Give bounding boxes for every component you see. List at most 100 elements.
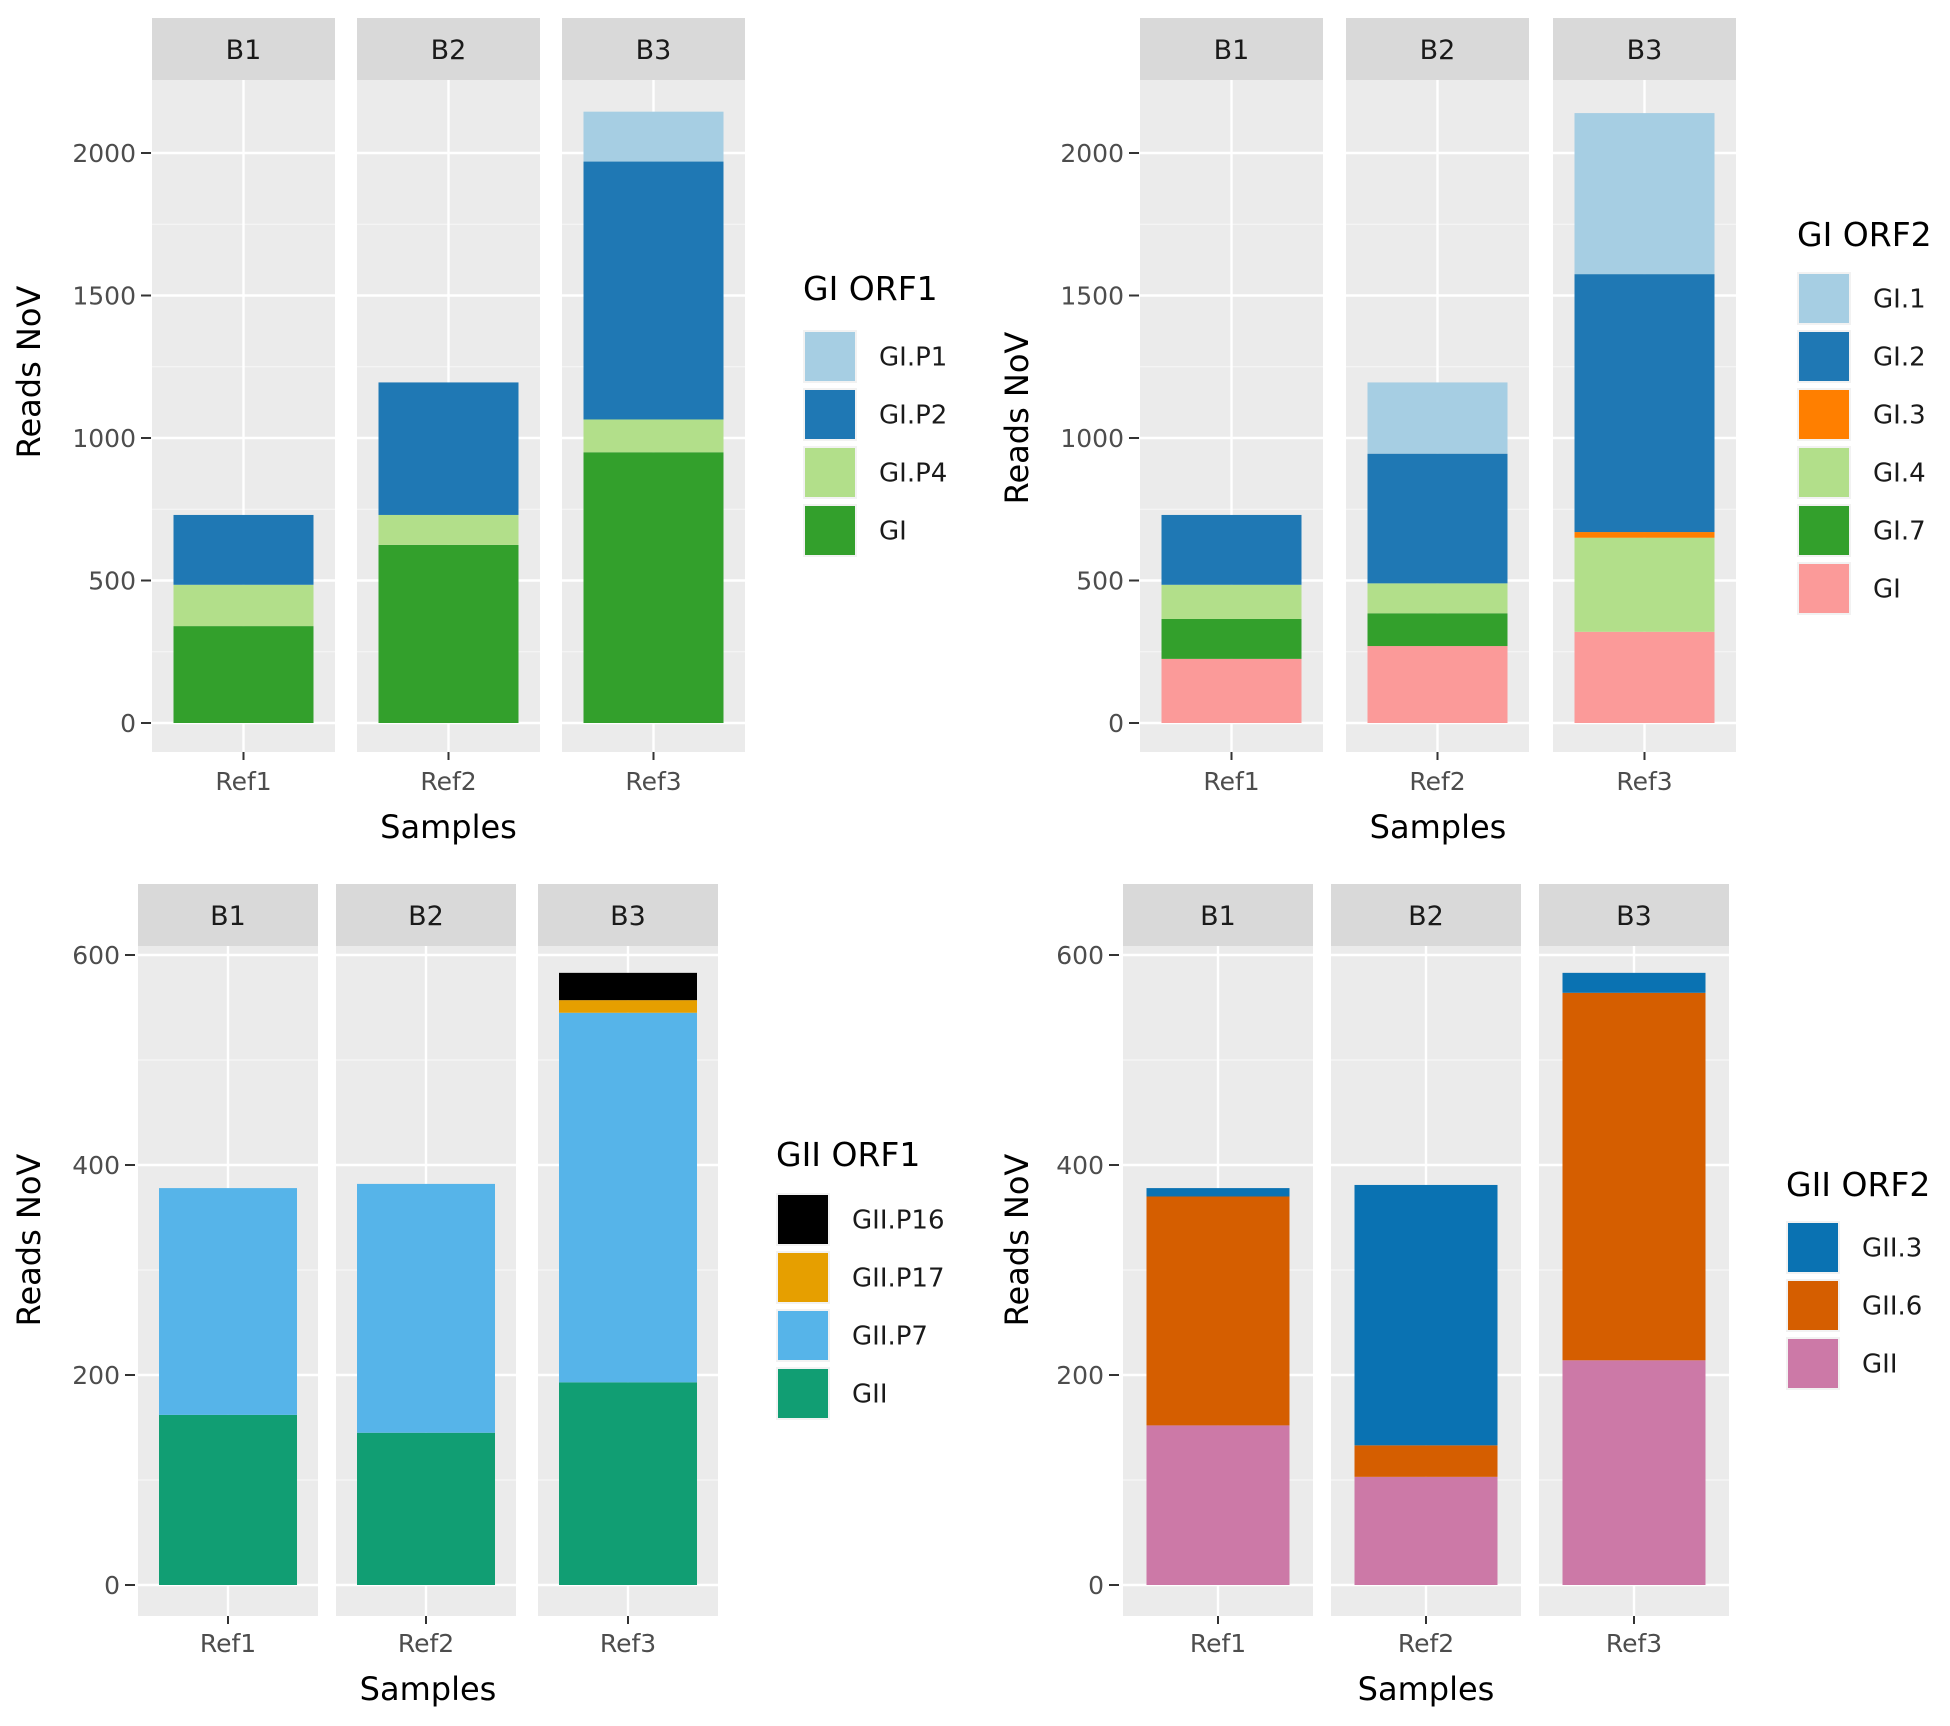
legend-label: GII.P16 bbox=[852, 1206, 945, 1236]
bar-segment-gii-p17-ref3 bbox=[559, 1000, 697, 1013]
facet-strip-label: B1 bbox=[226, 35, 262, 66]
y-tick-label: 1500 bbox=[72, 282, 136, 311]
bar-segment-gii-p7-ref2 bbox=[357, 1183, 495, 1433]
legend-key-gi-4 bbox=[1799, 448, 1849, 497]
facet-strip-label: B2 bbox=[1408, 901, 1444, 932]
bar-segment-gi-2-ref3 bbox=[1574, 274, 1715, 533]
legend-label: GII.6 bbox=[1862, 1292, 1922, 1322]
legend-key-gi-3 bbox=[1799, 390, 1849, 439]
legend-key-gi-p4 bbox=[805, 448, 855, 497]
y-axis-title: Reads NoV bbox=[10, 286, 48, 459]
bar-segment-gii-6-ref2 bbox=[1354, 1445, 1498, 1477]
x-tick-label: Ref3 bbox=[600, 1629, 656, 1658]
y-tick-label: 0 bbox=[104, 1571, 120, 1600]
bar-segment-gi-ref3 bbox=[1574, 631, 1715, 723]
bar-segment-gi-ref1 bbox=[1161, 658, 1302, 723]
facet-strip-label: B1 bbox=[210, 901, 246, 932]
bar-segment-gi-ref2 bbox=[1367, 646, 1508, 723]
y-tick-label: 600 bbox=[1056, 941, 1104, 970]
facet-panel: B2 Ref2 bbox=[1346, 18, 1529, 796]
legend-key-gi bbox=[805, 506, 855, 555]
y-tick-label: 0 bbox=[1108, 709, 1124, 738]
chart-panel-1: B1 Ref1 B2 Ref2 B3 Ref3 0 500 1000 1500 2000 Sample… bbox=[10, 18, 947, 846]
bar-segment-gii-ref1 bbox=[1146, 1425, 1290, 1585]
legend: GII ORF1 GII.P16 GII.P17 GII.P7 GII bbox=[776, 1135, 945, 1420]
legend-key-gii-p16 bbox=[778, 1195, 828, 1244]
bar-segment-gi-7-ref1 bbox=[1161, 618, 1302, 659]
bar-segment-gii-ref3 bbox=[559, 1382, 697, 1585]
facet-strip bbox=[1331, 884, 1521, 946]
bar-segment-gi-p2-ref2 bbox=[378, 382, 519, 515]
facet-strip-label: B2 bbox=[431, 35, 467, 66]
facet-strip-label: B3 bbox=[1627, 35, 1663, 66]
y-tick-label: 1000 bbox=[1060, 424, 1124, 453]
facet-panel: B1 Ref1 bbox=[152, 18, 335, 796]
bar-segment-gii-3-ref2 bbox=[1354, 1184, 1498, 1446]
legend-key-gii-p17 bbox=[778, 1253, 828, 1302]
facet-panel: B1 Ref1 bbox=[1123, 884, 1313, 1658]
legend-label: GII bbox=[1862, 1350, 1897, 1380]
bar-segment-gi-p1-ref3 bbox=[583, 111, 724, 162]
legend-key-gii-p7 bbox=[778, 1311, 828, 1360]
bar-segment-gii-p7-ref3 bbox=[559, 1012, 697, 1383]
legend-label: GI.P4 bbox=[879, 459, 947, 489]
facet-strip-label: B2 bbox=[1420, 35, 1456, 66]
bar-segment-gi-4-ref2 bbox=[1367, 583, 1508, 614]
legend-label: GI bbox=[879, 517, 907, 547]
facet-strip bbox=[538, 884, 718, 946]
bar-segment-gi-ref1 bbox=[173, 626, 314, 723]
x-tick-label: Ref3 bbox=[625, 767, 681, 796]
x-tick-label: Ref3 bbox=[1606, 1629, 1662, 1658]
y-tick-label: 400 bbox=[1056, 1151, 1104, 1180]
legend-key-gii-6 bbox=[1788, 1281, 1838, 1330]
legend-label: GII.3 bbox=[1862, 1234, 1922, 1264]
x-tick-label: Ref2 bbox=[398, 1629, 454, 1658]
bar-segment-gi-1-ref3 bbox=[1574, 113, 1715, 275]
legend-label: GII bbox=[852, 1380, 887, 1410]
legend-title: GII ORF1 bbox=[776, 1135, 920, 1174]
y-tick-label: 2000 bbox=[1060, 139, 1124, 168]
legend-key-gi-7 bbox=[1799, 506, 1849, 555]
legend-label: GI.2 bbox=[1873, 343, 1926, 373]
x-tick-label: Ref1 bbox=[215, 767, 271, 796]
chart-panel-4: B1 Ref1 B2 Ref2 B3 Ref3 0 200 400 600 Samples Reads… bbox=[998, 884, 1930, 1708]
facet-strip-label: B3 bbox=[1616, 901, 1652, 932]
legend: GI ORF1 GI.P1 GI.P2 GI.P4 GI bbox=[803, 269, 947, 557]
bar-segment-gi-p4-ref2 bbox=[378, 514, 519, 545]
facet-strip bbox=[138, 884, 318, 946]
x-axis-title: Samples bbox=[1370, 808, 1507, 846]
bar-segment-gi-2-ref1 bbox=[1161, 514, 1302, 585]
chart-panel-3: B1 Ref1 B2 Ref2 B3 Ref3 0 200 400 600 Samples Reads… bbox=[10, 884, 945, 1708]
legend-key-gi-p2 bbox=[805, 390, 855, 439]
y-tick-label: 1500 bbox=[1060, 282, 1124, 311]
bar-segment-gi-4-ref3 bbox=[1574, 537, 1715, 632]
x-tick-label: Ref2 bbox=[1398, 1629, 1454, 1658]
bar-segment-gii-6-ref1 bbox=[1146, 1196, 1290, 1426]
facet-panel: B2 Ref2 bbox=[357, 18, 540, 796]
bar-segment-gii-6-ref3 bbox=[1562, 992, 1706, 1361]
facet-strip bbox=[1140, 18, 1323, 80]
legend-key-gii bbox=[778, 1369, 828, 1418]
bar-segment-gii-ref3 bbox=[1562, 1360, 1706, 1585]
bar-segment-gi-4-ref1 bbox=[1161, 584, 1302, 619]
facet-panel: B3 Ref3 bbox=[562, 18, 745, 796]
facet-panel: B3 Ref3 bbox=[1539, 884, 1729, 1658]
legend-key-gii bbox=[1788, 1339, 1838, 1388]
facet-strip-label: B3 bbox=[636, 35, 672, 66]
facet-strip bbox=[562, 18, 745, 80]
y-tick-label: 200 bbox=[72, 1361, 120, 1390]
bar-segment-gi-p4-ref3 bbox=[583, 419, 724, 453]
legend-key-gi-2 bbox=[1799, 332, 1849, 381]
legend-label: GI.1 bbox=[1873, 285, 1926, 315]
bar-segment-gi-p4-ref1 bbox=[173, 584, 314, 627]
legend-label: GI.P1 bbox=[879, 343, 947, 373]
bar-segment-gi-2-ref2 bbox=[1367, 453, 1508, 584]
facet-panel: B1 Ref1 bbox=[138, 884, 318, 1658]
facet-strip-label: B1 bbox=[1200, 901, 1236, 932]
x-axis-title: Samples bbox=[1358, 1670, 1495, 1708]
facet-strip bbox=[1346, 18, 1529, 80]
facet-strip-label: B1 bbox=[1214, 35, 1250, 66]
x-tick-label: Ref1 bbox=[1203, 767, 1259, 796]
legend: GII ORF2 GII.3 GII.6 GII bbox=[1786, 1165, 1930, 1390]
